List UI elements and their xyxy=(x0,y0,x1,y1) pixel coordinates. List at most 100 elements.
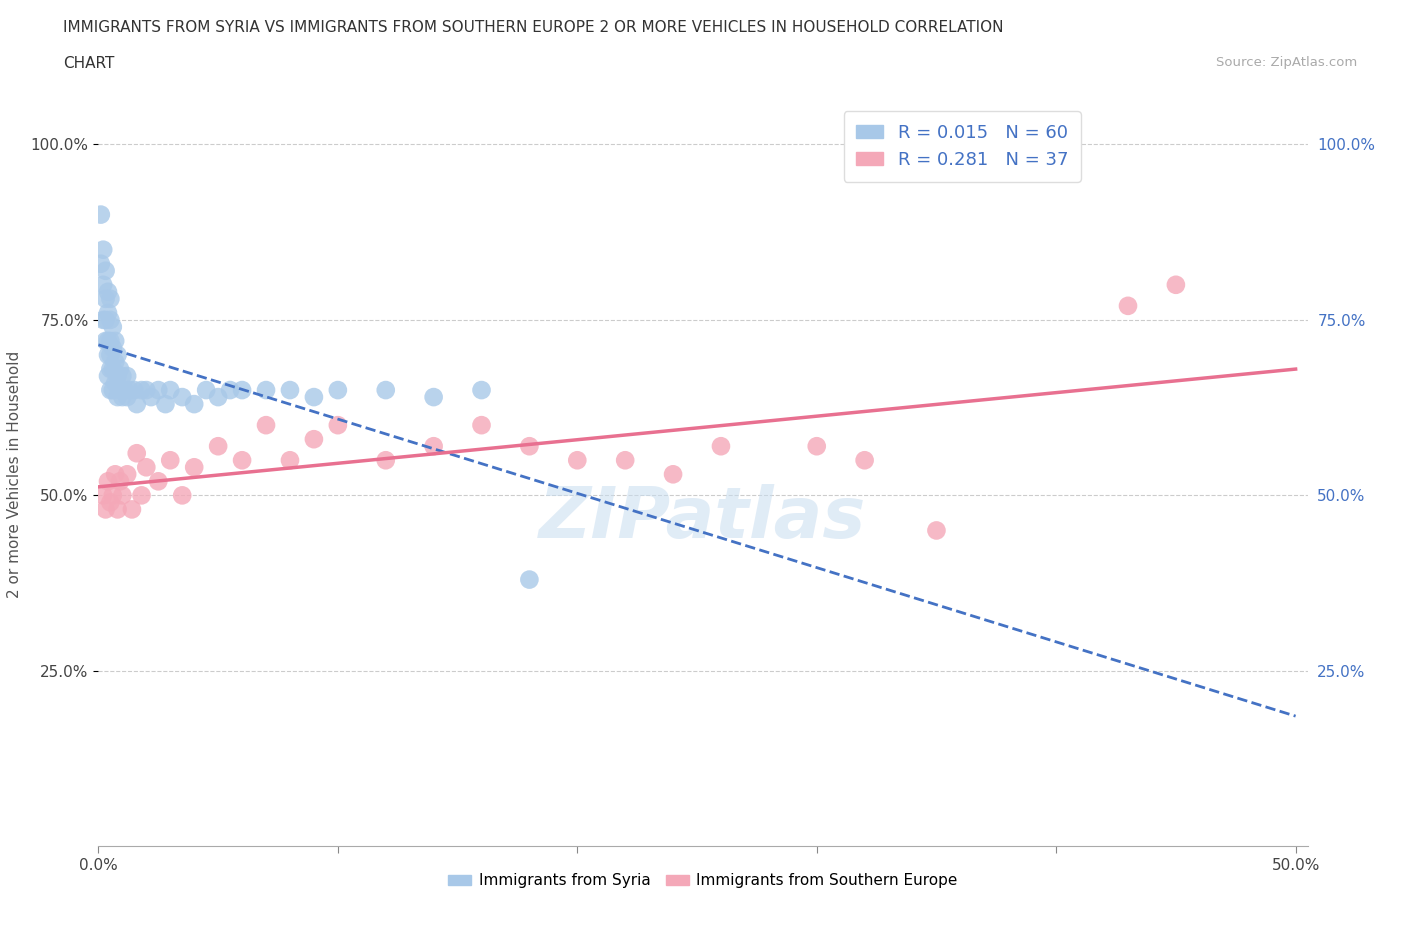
Point xyxy=(374,382,396,397)
Point xyxy=(97,348,120,363)
Point xyxy=(302,390,325,405)
Point xyxy=(519,439,541,454)
Point xyxy=(231,453,253,468)
Point xyxy=(207,439,229,454)
Point xyxy=(115,368,138,383)
Point xyxy=(183,397,205,412)
Text: CHART: CHART xyxy=(63,56,115,71)
Point xyxy=(94,502,117,517)
Point xyxy=(254,418,277,432)
Y-axis label: 2 or more Vehicles in Household: 2 or more Vehicles in Household xyxy=(7,351,22,598)
Text: IMMIGRANTS FROM SYRIA VS IMMIGRANTS FROM SOUTHERN EUROPE 2 OR MORE VEHICLES IN H: IMMIGRANTS FROM SYRIA VS IMMIGRANTS FROM… xyxy=(63,20,1004,35)
Point xyxy=(302,432,325,446)
Point xyxy=(108,382,131,397)
Point xyxy=(100,334,122,349)
Point xyxy=(219,382,242,397)
Point xyxy=(806,439,828,454)
Point xyxy=(94,312,117,327)
Point xyxy=(374,453,396,468)
Point xyxy=(115,467,138,482)
Point xyxy=(104,334,127,349)
Point xyxy=(231,382,253,397)
Point xyxy=(104,376,127,391)
Point xyxy=(101,340,124,355)
Point xyxy=(614,453,637,468)
Point xyxy=(662,467,685,482)
Point xyxy=(104,354,127,369)
Point xyxy=(207,390,229,405)
Point xyxy=(254,382,277,397)
Point xyxy=(115,390,138,405)
Point xyxy=(90,207,112,222)
Point xyxy=(97,305,120,320)
Point xyxy=(278,382,301,397)
Point xyxy=(148,474,170,489)
Point xyxy=(94,334,117,349)
Point xyxy=(108,474,131,489)
Point xyxy=(148,382,170,397)
Point xyxy=(111,488,134,503)
Point xyxy=(118,382,141,397)
Point xyxy=(139,390,162,405)
Point xyxy=(155,397,177,412)
Point xyxy=(91,488,114,503)
Point xyxy=(91,277,114,292)
Point xyxy=(519,572,541,587)
Point xyxy=(853,453,876,468)
Point xyxy=(101,320,124,335)
Text: Source: ZipAtlas.com: Source: ZipAtlas.com xyxy=(1216,56,1357,69)
Point xyxy=(1164,277,1187,292)
Point xyxy=(124,382,146,397)
Point xyxy=(94,263,117,278)
Point xyxy=(97,368,120,383)
Point xyxy=(97,285,120,299)
Point xyxy=(125,445,148,460)
Point xyxy=(97,474,120,489)
Point xyxy=(422,439,444,454)
Point xyxy=(101,362,124,377)
Point xyxy=(135,382,157,397)
Point xyxy=(172,488,194,503)
Point xyxy=(1116,299,1139,313)
Point xyxy=(131,488,153,503)
Point xyxy=(422,390,444,405)
Point xyxy=(108,362,131,377)
Point xyxy=(100,382,122,397)
Point xyxy=(710,439,733,454)
Legend: Immigrants from Syria, Immigrants from Southern Europe: Immigrants from Syria, Immigrants from S… xyxy=(441,868,965,895)
Point xyxy=(100,362,122,377)
Point xyxy=(97,334,120,349)
Point xyxy=(107,390,129,405)
Point xyxy=(925,523,948,538)
Point xyxy=(470,418,492,432)
Point xyxy=(159,382,181,397)
Point xyxy=(470,382,492,397)
Point xyxy=(111,390,134,405)
Point xyxy=(567,453,589,468)
Point xyxy=(100,495,122,510)
Point xyxy=(195,382,218,397)
Point xyxy=(172,390,194,405)
Point xyxy=(100,312,122,327)
Point xyxy=(278,453,301,468)
Point xyxy=(101,382,124,397)
Point xyxy=(135,459,157,474)
Point xyxy=(91,312,114,327)
Point xyxy=(125,397,148,412)
Point xyxy=(121,502,143,517)
Point xyxy=(107,502,129,517)
Point xyxy=(111,368,134,383)
Point xyxy=(100,348,122,363)
Point xyxy=(114,382,136,397)
Point xyxy=(326,418,349,432)
Point xyxy=(94,291,117,306)
Point xyxy=(183,459,205,474)
Point xyxy=(101,488,124,503)
Point xyxy=(159,453,181,468)
Text: ZIPatlas: ZIPatlas xyxy=(540,485,866,553)
Point xyxy=(326,382,349,397)
Point xyxy=(107,368,129,383)
Point xyxy=(90,257,112,272)
Point xyxy=(91,242,114,257)
Point xyxy=(107,348,129,363)
